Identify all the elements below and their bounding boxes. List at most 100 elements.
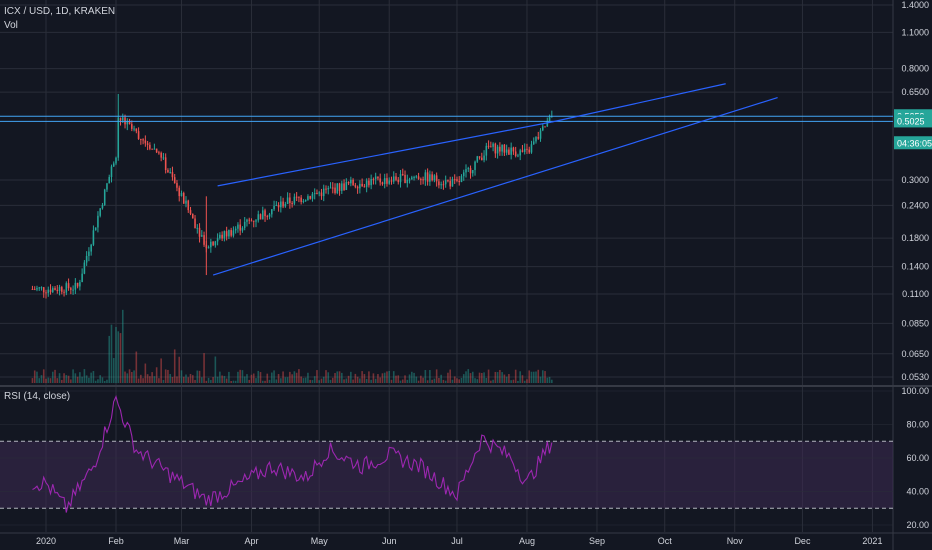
volume-bar xyxy=(523,380,526,383)
volume-bar xyxy=(153,376,156,383)
candle xyxy=(512,147,515,152)
volume-bar xyxy=(230,380,232,383)
candle xyxy=(311,193,314,199)
volume-bar xyxy=(451,379,454,383)
volume-bar xyxy=(187,377,190,383)
candle xyxy=(42,287,45,293)
candle xyxy=(164,157,167,171)
candle xyxy=(271,209,273,215)
candle xyxy=(331,187,334,189)
volume-bar xyxy=(426,380,429,383)
level-price-label xyxy=(894,114,932,128)
candle xyxy=(329,187,332,189)
volume-bar xyxy=(289,371,291,383)
volume-bar xyxy=(307,372,309,383)
volume-bar xyxy=(90,372,92,383)
candle xyxy=(261,210,264,220)
candle xyxy=(420,179,422,181)
candle xyxy=(363,186,366,188)
candle xyxy=(356,186,359,189)
volume-bar xyxy=(363,374,366,383)
volume-bar xyxy=(280,378,282,383)
candle xyxy=(316,193,318,195)
candle xyxy=(97,215,99,228)
candle xyxy=(361,183,363,187)
candle xyxy=(336,183,339,193)
candle xyxy=(153,148,156,150)
candle xyxy=(453,179,456,181)
candle xyxy=(151,148,153,150)
candle xyxy=(372,179,375,181)
candle xyxy=(142,139,144,141)
trendline xyxy=(212,96,778,276)
volume-bar xyxy=(438,378,440,383)
volume-bar xyxy=(478,372,481,383)
volume-bar xyxy=(271,372,273,383)
volume-bar xyxy=(40,375,43,383)
volume-bar xyxy=(444,380,447,383)
volume-bar xyxy=(33,370,36,383)
volume-bar xyxy=(462,374,465,383)
volume-bar xyxy=(341,372,343,383)
volume-bar xyxy=(435,369,438,383)
time-axis-label: Apr xyxy=(244,536,258,546)
volume-bar xyxy=(334,373,336,383)
volume-bar xyxy=(350,371,352,383)
volume-bar xyxy=(526,379,528,383)
volume-bar xyxy=(189,373,192,383)
volume-bar xyxy=(151,372,153,383)
candle xyxy=(38,287,41,289)
price-axis-label: 0.0850 xyxy=(901,318,929,328)
volume-bar xyxy=(411,371,413,383)
time-axis-label: Oct xyxy=(658,536,673,546)
volume-bar xyxy=(167,369,169,383)
volume-bar xyxy=(447,372,449,383)
symbol-legend: ICX / USD, 1D, KRAKEN xyxy=(4,6,116,17)
candle xyxy=(128,121,131,125)
volume-bar xyxy=(499,369,501,383)
volume-bar xyxy=(42,369,45,383)
candle xyxy=(49,289,52,293)
volume-bar xyxy=(85,375,88,383)
price-axis-label: 0.2400 xyxy=(901,200,929,210)
candle xyxy=(94,227,97,231)
time-axis-label: 2021 xyxy=(862,536,882,546)
trendline xyxy=(551,83,726,123)
candle xyxy=(40,287,43,289)
volume-bar xyxy=(370,379,372,383)
candle xyxy=(300,197,302,202)
candle xyxy=(119,118,122,121)
volume-bar xyxy=(352,379,354,383)
volume-bar xyxy=(494,371,497,383)
candle xyxy=(239,224,241,231)
volume-bar xyxy=(232,380,235,383)
volume-bar xyxy=(422,377,424,383)
volume-bar xyxy=(309,379,311,383)
volume-bar xyxy=(97,379,99,383)
candle xyxy=(207,247,210,249)
volume-bar xyxy=(361,371,363,383)
volume-bar xyxy=(390,379,393,383)
volume-bar xyxy=(282,371,284,383)
volume-bar xyxy=(483,372,485,383)
candle xyxy=(327,188,330,190)
volume-bar xyxy=(377,374,379,383)
volume-bar xyxy=(110,324,113,383)
candle xyxy=(124,117,126,125)
candle xyxy=(291,203,293,205)
candle xyxy=(386,178,388,184)
volume-bar xyxy=(119,333,122,383)
volume-bar xyxy=(45,378,47,383)
volume-bar xyxy=(250,374,253,383)
candle xyxy=(483,155,485,161)
volume-bar xyxy=(544,371,546,383)
candle xyxy=(277,205,280,208)
candle xyxy=(451,179,454,187)
rsi-legend: RSI (14, close) xyxy=(4,391,71,402)
candle xyxy=(228,230,230,237)
volume-bar xyxy=(467,369,470,383)
volume-bar xyxy=(225,378,228,383)
volume-bar xyxy=(381,373,384,383)
candle xyxy=(110,166,113,178)
